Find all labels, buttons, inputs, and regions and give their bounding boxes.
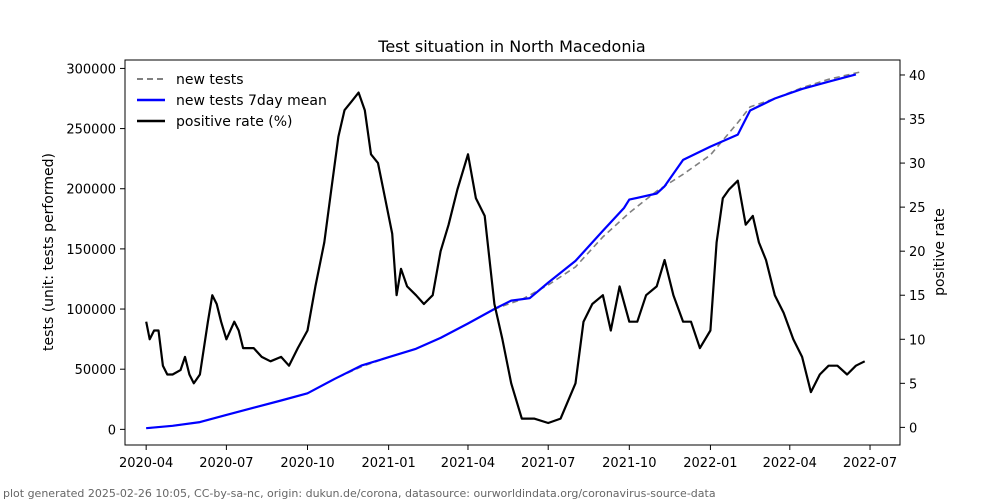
plot-area-frame	[124, 59, 901, 446]
left-y-tick-label: 100000	[66, 303, 116, 318]
x-tick-label: 2021-01	[361, 456, 415, 471]
x-tick-label: 2021-04	[441, 456, 495, 471]
left-y-axis-ticks: 0 50000 100000 150000 200000 250000 300000	[66, 62, 125, 438]
chart-title: Test situation in North Macedonia	[377, 37, 645, 56]
right-y-tick-label: 0	[909, 421, 917, 436]
left-y-axis-label: tests (unit: tests performed)	[41, 153, 57, 351]
right-y-tick-label: 30	[909, 157, 926, 172]
left-y-tick-label: 300000	[66, 62, 116, 77]
left-y-tick-label: 50000	[75, 363, 116, 378]
left-y-tick-label: 250000	[66, 123, 116, 138]
legend: new tests new tests 7day mean positive r…	[137, 72, 327, 130]
x-tick-label: 2021-10	[602, 456, 656, 471]
right-y-tick-label: 20	[909, 245, 926, 260]
left-y-tick-label: 200000	[66, 183, 116, 198]
x-tick-label: 2022-04	[763, 456, 817, 471]
right-y-tick-label: 35	[909, 113, 926, 128]
new-tests-7day-mean-line	[146, 73, 857, 430]
x-tick-label: 2020-04	[119, 456, 173, 471]
legend-label-new-tests-7day-mean: new tests 7day mean	[176, 93, 327, 109]
right-y-tick-label: 5	[909, 377, 917, 392]
right-y-tick-label: 10	[909, 333, 926, 348]
legend-label-positive-rate: positive rate (%)	[176, 114, 292, 130]
x-axis-ticks: 2020-04 2020-07 2020-10 2021-01 2021-04 2021-…	[119, 445, 897, 471]
legend-label-new-tests: new tests	[176, 72, 244, 88]
positive-rate-line	[145, 91, 866, 425]
right-y-tick-label: 40	[909, 69, 926, 84]
series-layer	[145, 71, 866, 430]
x-tick-label: 2020-10	[280, 456, 334, 471]
left-y-tick-label: 0	[108, 423, 116, 438]
x-tick-label: 2020-07	[199, 456, 253, 471]
footer-note: plot generated 2025-02-26 10:05, CC-by-s…	[3, 487, 716, 500]
right-y-tick-label: 15	[909, 289, 926, 304]
x-tick-label: 2022-01	[683, 456, 737, 471]
x-tick-label: 2022-07	[843, 456, 897, 471]
right-y-axis-label: positive rate	[932, 208, 948, 296]
right-y-tick-label: 25	[909, 201, 926, 216]
x-tick-label: 2021-07	[521, 456, 575, 471]
left-y-tick-label: 150000	[66, 243, 116, 258]
right-y-axis-ticks: 0 5 10 15 20 25 30 35 40	[900, 69, 926, 436]
